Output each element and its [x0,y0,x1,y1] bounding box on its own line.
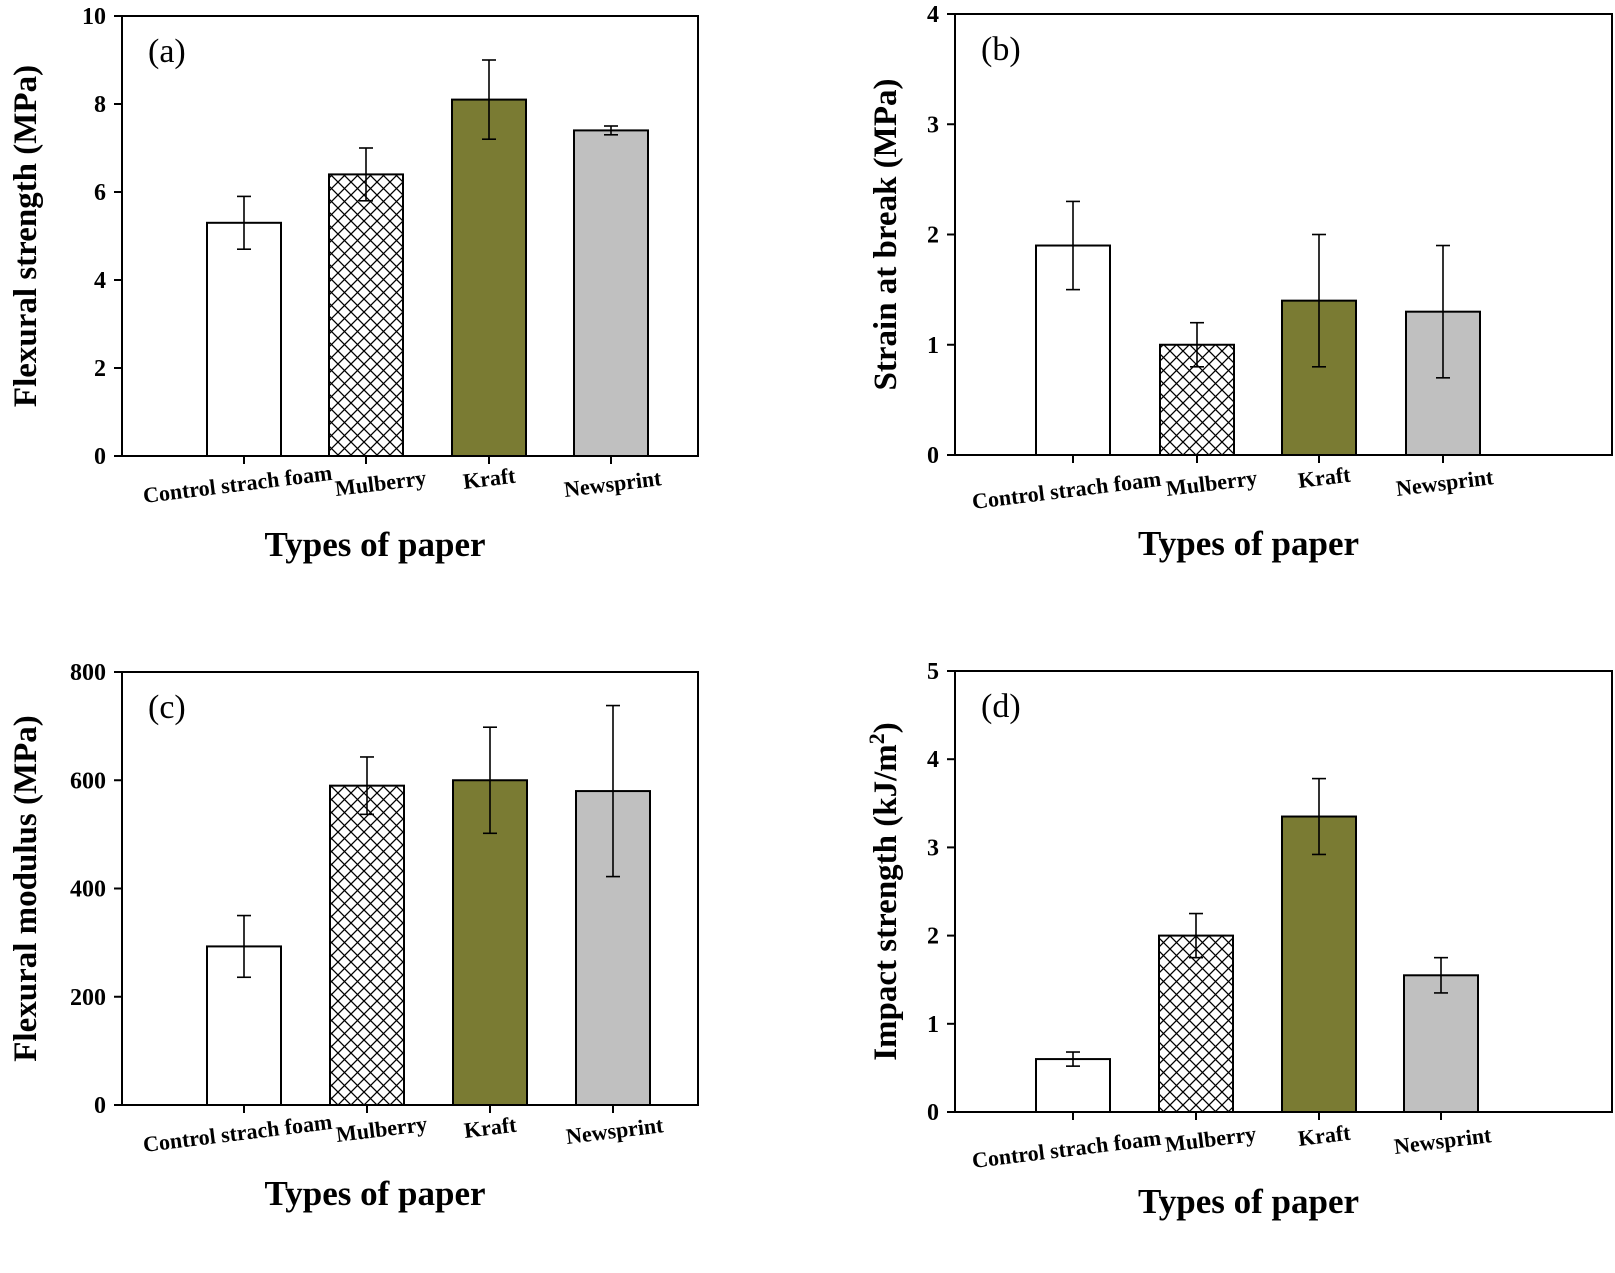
y-tick-label: 400 [70,877,106,903]
x-axis-title: Types of paper [264,1174,485,1213]
panel-b: 0 1 2 3 4 Control strach foam Mulberry Kraft New… [868,2,1613,563]
y-tick-label: 2 [94,356,106,382]
y-tick-label: 1 [927,333,939,359]
y-tick-label: 0 [94,444,106,470]
panel-label: (c) [148,689,186,726]
category-label: Mulberry [334,465,428,501]
panel-label: (d) [981,688,1021,725]
y-axis-title: Strain at break (MPa) [868,79,904,391]
bar-newsprint [1403,974,1479,1113]
category-label: Control strach foam [971,466,1163,514]
y-axis-title: Flexural modulus (MPa) [8,715,44,1061]
category-label: Newsprint [565,1112,666,1149]
category-label: Mulberry [1164,1121,1258,1157]
y-tick-label: 200 [70,985,106,1011]
panel-a: 0 2 4 6 8 10 Control strach foam Mulberry Kraft N… [8,4,699,564]
y-axis-title: Impact strength (kJ/m2) [864,722,904,1061]
category-label: Newsprint [563,465,664,502]
panel-label: (a) [148,33,186,70]
y-tick-label: 4 [927,2,939,28]
bar-mulberry [329,784,405,1106]
x-axis-title: Types of paper [1138,524,1359,563]
category-label: Newsprint [1393,1122,1494,1159]
bar-mulberry [1158,934,1234,1113]
y-axis-title: Flexural strength (MPa) [8,65,44,407]
y-tick-label: 10 [82,4,106,30]
bar-kraft [1281,815,1357,1114]
bar-control-strach-foam [1035,1058,1111,1113]
category-label: Kraft [462,463,518,494]
plot-frame [121,15,699,457]
x-axis-title: Types of paper [264,525,485,564]
y-tick-label: 4 [927,747,939,773]
panel-label: (b) [981,31,1021,68]
y-tick-label: 600 [70,768,106,794]
y-tick-label: 3 [927,835,939,861]
y-tick-label: 0 [927,443,939,469]
category-label: Mulberry [1165,465,1259,501]
y-tick-label: 8 [94,92,106,118]
y-tick-label: 0 [94,1093,106,1119]
panel-c: 0 200 400 600 800 Control strach foam Mulberry… [8,660,699,1213]
bar-kraft [451,98,527,457]
x-axis-title: Types of paper [1138,1182,1359,1221]
category-label: Kraft [1297,462,1353,493]
bar-control-strach-foam [206,221,282,457]
y-tick-label: 5 [927,659,939,685]
y-tick-label: 6 [94,180,106,206]
y-tick-label: 2 [927,924,939,950]
category-label: Kraft [463,1112,519,1143]
y-tick-label: 3 [927,112,939,138]
category-label: Control strach foam [142,460,334,508]
y-tick-label: 0 [927,1100,939,1126]
category-label: Mulberry [335,1111,429,1147]
panel-d: 0 1 2 3 4 5 Control strach foam Mulberry Kraft Ne… [864,659,1613,1221]
y-tick-label: 4 [94,268,106,294]
category-label: Newsprint [1395,464,1496,501]
bar-newsprint [573,129,649,457]
bar-mulberry [328,173,404,457]
y-tick-label: 1 [927,1012,939,1038]
y-tick-label: 800 [70,660,106,686]
category-label: Control strach foam [142,1109,334,1157]
y-tick-label: 2 [927,223,939,249]
category-label: Kraft [1297,1120,1353,1151]
category-label: Control strach foam [971,1125,1163,1173]
